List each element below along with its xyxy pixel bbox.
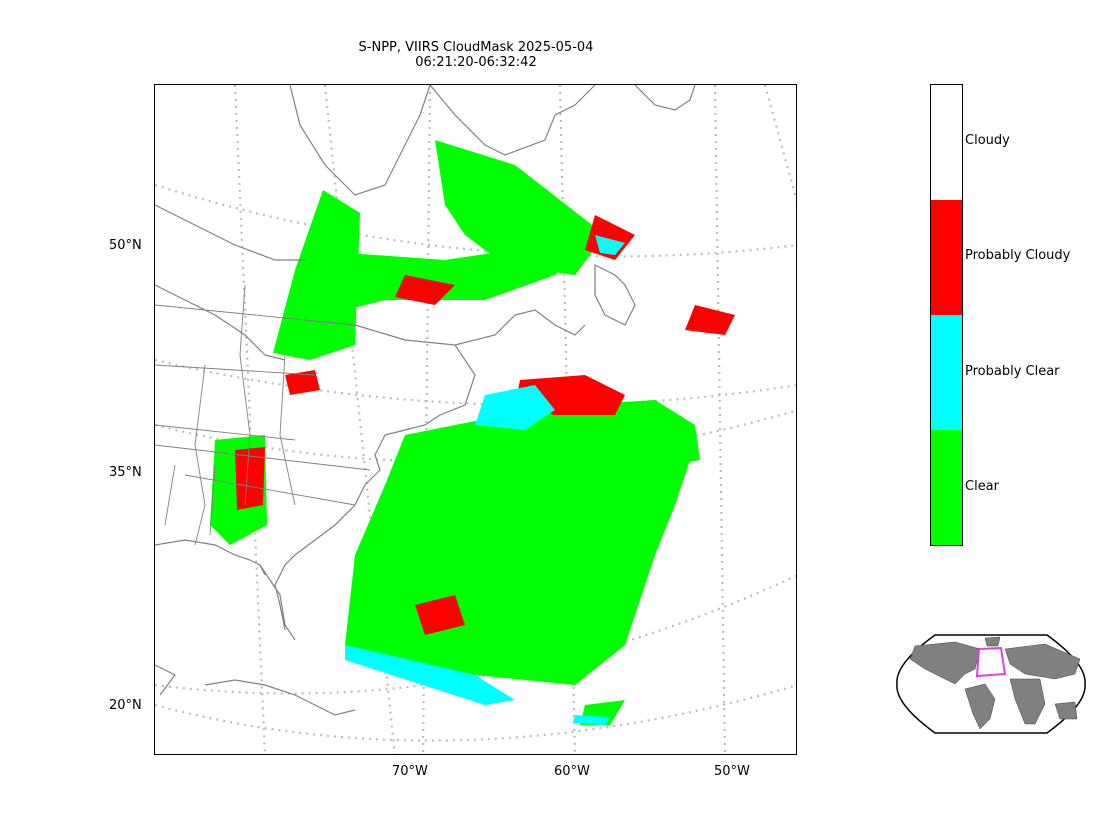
colorbar-clear-swatch xyxy=(931,430,962,545)
colorbar-label-probably-clear: Probably Clear xyxy=(965,364,1060,379)
inset-canvas xyxy=(896,634,1086,734)
locator-inset-map xyxy=(895,634,1087,734)
cloudmask-swath xyxy=(210,140,735,725)
lat-label-35n: 35°N xyxy=(109,465,142,480)
map-title: S-NPP, VIIRS CloudMask 2025-05-04 06:21:… xyxy=(276,40,676,70)
lon-label-60w: 60°W xyxy=(554,764,590,779)
graticule-lon-line xyxy=(233,85,267,754)
title-line-1: S-NPP, VIIRS CloudMask 2025-05-04 xyxy=(358,40,594,55)
lon-label-50w: 50°W xyxy=(714,764,750,779)
colorbar-probably-cloudy-swatch xyxy=(931,200,962,315)
graticule-lat-line xyxy=(155,358,796,407)
colorbar-label-clear: Clear xyxy=(965,479,999,494)
colorbar xyxy=(930,84,963,546)
title-line-2: 06:21:20-06:32:42 xyxy=(415,55,537,70)
inset-continents xyxy=(909,636,1081,730)
state-borders xyxy=(155,284,371,546)
colorbar-label-probably-cloudy: Probably Cloudy xyxy=(965,248,1071,263)
map-canvas xyxy=(155,85,796,754)
graticule-lon-line xyxy=(323,85,396,754)
lat-label-50n: 50°N xyxy=(109,238,142,253)
lon-label-70w: 70°W xyxy=(392,764,428,779)
inset-footprint-box xyxy=(975,646,1007,678)
colorbar-cloudy-swatch xyxy=(931,85,962,200)
map-panel xyxy=(154,84,797,755)
graticule-lon-line xyxy=(763,85,796,202)
lat-label-20n: 20°N xyxy=(109,698,142,713)
colorbar-probably-clear-swatch xyxy=(931,315,962,430)
graticule-lon-line xyxy=(713,85,727,754)
coastlines xyxy=(155,85,696,716)
colorbar-label-cloudy: Cloudy xyxy=(965,133,1010,148)
